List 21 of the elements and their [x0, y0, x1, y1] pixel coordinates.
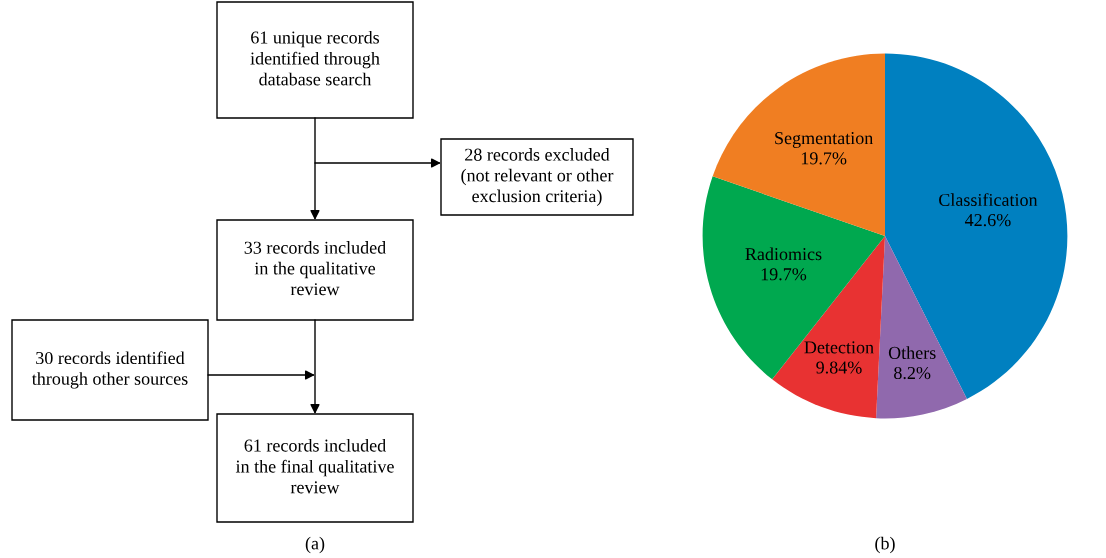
pie-slice — [876, 236, 967, 419]
slice-label: Detection — [804, 341, 874, 354]
text: (a) — [305, 536, 325, 554]
text: 61 records included in the final qualitative review — [235, 438, 394, 494]
data-label: 42.6% — [964, 213, 1011, 227]
text: (b) — [875, 536, 895, 554]
slice-label: Segmentation — [775, 132, 874, 148]
data-label: 8.2% — [894, 366, 931, 380]
text: 61 unique records identified through database search — [250, 30, 380, 86]
text: 33 records included in the qualitative review — [244, 241, 386, 296]
slice-label: Others — [888, 346, 936, 359]
pie-slice — [885, 53, 1068, 399]
data-label: 19.7% — [801, 152, 847, 165]
data-label: 9.84% — [816, 361, 862, 374]
text: 28 records excluded (not relevant or other exclusion criteria) — [461, 148, 614, 206]
pie-slice — [702, 176, 885, 380]
slice-label: Classification — [939, 193, 1038, 207]
slice-label: Radiomics — [745, 247, 822, 261]
text: 30 records identified through other sources — [31, 351, 188, 389]
pie-slice — [712, 53, 885, 236]
data-label: 19.7% — [761, 268, 807, 281]
